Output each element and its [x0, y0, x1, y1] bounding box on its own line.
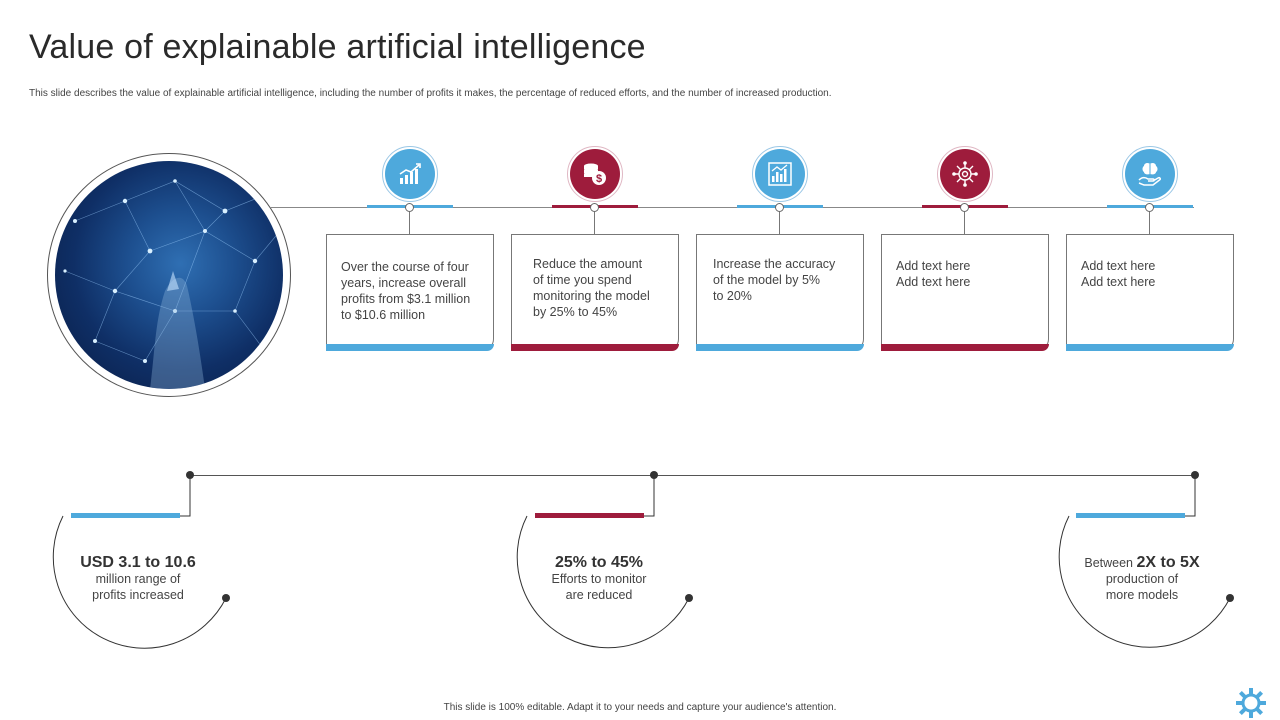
step-1-card [326, 234, 494, 351]
gear-network-icon [940, 149, 990, 199]
stat-3-prefix: Between [1084, 556, 1137, 570]
step-4-card-accent [881, 344, 1049, 351]
step-5-dot [1145, 203, 1154, 212]
step-1-connector [409, 212, 410, 234]
dollar-coins-icon: $ [570, 149, 620, 199]
stat-3: Between 2X to 5X production of more mode… [1062, 555, 1222, 603]
step-4-connector [964, 212, 965, 234]
gear-icon[interactable] [1234, 686, 1268, 720]
ai-network-image [55, 161, 283, 389]
step-1-dot [405, 203, 414, 212]
step-3-text: Increase the accuracy of the model by 5%… [713, 257, 836, 303]
step-5-connector [1149, 212, 1150, 234]
step-2-text: Reduce the amount of time you spend moni… [533, 257, 650, 319]
stat-1-line2: profits increased [92, 588, 184, 602]
step-3-connector [779, 212, 780, 234]
step-1-card-accent [326, 344, 494, 351]
step-5-text: Add text here Add text here [1081, 259, 1156, 289]
stat-3-line2: more models [1105, 588, 1179, 602]
step-4-text: Add text here Add text here [896, 259, 971, 289]
bar-chart-icon [755, 149, 805, 199]
stat-3-value: 2X to 5X [1136, 554, 1200, 571]
bottom-timeline-line [190, 475, 1196, 476]
step-2-connector [594, 212, 595, 234]
step-5-card-accent [1066, 344, 1234, 351]
stat-2: 25% to 45% Efforts to monitor are reduce… [519, 555, 679, 603]
stat-1-value: USD 3.1 to 10.6 [80, 554, 196, 571]
hand-brain-icon [1125, 149, 1175, 199]
slide-footer: This slide is 100% editable. Adapt it to… [443, 702, 837, 713]
stat-1: USD 3.1 to 10.6 million range of profits… [58, 555, 218, 603]
stat-2-line1: Efforts to monitor [551, 572, 647, 586]
slide-subtitle: This slide describes the value of explai… [29, 88, 832, 99]
slide-title: Value of explainable artificial intellig… [29, 28, 646, 66]
svg-text:$: $ [596, 173, 602, 185]
step-3-card-accent [696, 344, 864, 351]
step-2-dot [590, 203, 599, 212]
step-3-dot [775, 203, 784, 212]
step-5-card [1066, 234, 1234, 351]
stat-2-value: 25% to 45% [554, 554, 644, 571]
stat-2-line2: are reduced [565, 588, 633, 602]
step-4-dot [960, 203, 969, 212]
stat-1-line1: million range of [95, 572, 181, 586]
step-2-card-accent [511, 344, 679, 351]
stat-3-line1: production of [1105, 572, 1179, 586]
growth-chart-icon [385, 149, 435, 199]
step-1-text: Over the course of four years, increase … [341, 260, 471, 322]
top-timeline-line [270, 207, 1194, 208]
